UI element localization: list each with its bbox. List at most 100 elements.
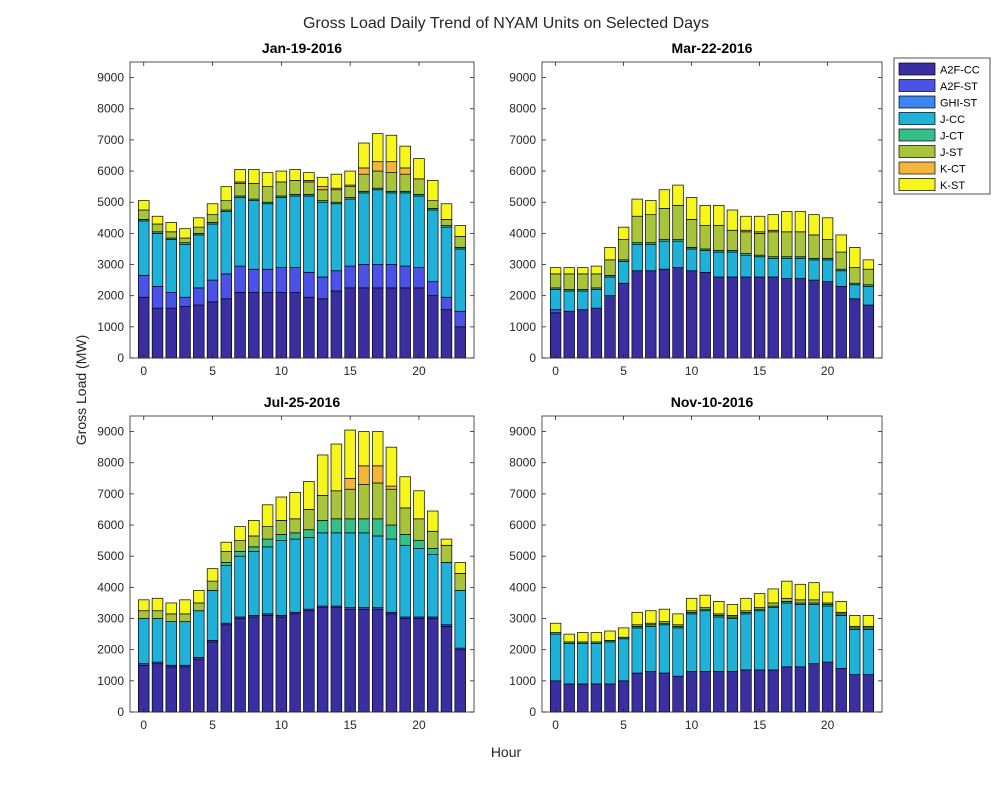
bar-segment-j-cc-hour-10: [685, 248, 698, 272]
bar-segment-k-st-hour-14: [740, 215, 752, 231]
x-tick-label: 15: [753, 364, 767, 378]
bar-segment-j-cc-hour-2: [577, 643, 589, 685]
y-tick-label: 6000: [509, 164, 536, 178]
bar-segment-k-st-hour-3: [590, 265, 603, 275]
y-tick-label: 2000: [509, 289, 536, 303]
bar-segment-j-st-hour-7: [234, 183, 246, 197]
bar-segment-k-st-hour-8: [248, 520, 260, 537]
bar-segment-a2f-st-hour-9: [261, 268, 274, 293]
bar-segment-j-st-hour-3: [179, 237, 191, 244]
bar-segment-k-st-hour-9: [672, 184, 684, 206]
bar-segment-a2f-cc-hour-18: [794, 666, 807, 713]
bar-segment-j-ct-hour-8: [248, 546, 260, 552]
bar-segment-j-cc-hour-20: [413, 195, 425, 268]
y-tick-label: 6000: [97, 164, 124, 178]
bar-segment-k-st-hour-20: [413, 490, 425, 520]
bar-segment-a2f-cc-hour-4: [604, 683, 616, 713]
bar-segment-a2f-cc-hour-20: [821, 281, 834, 359]
bar-segment-j-st-hour-6: [220, 551, 233, 563]
y-tick-label: 9000: [509, 71, 536, 85]
x-tick-label: 15: [753, 718, 767, 732]
bar-segment-j-cc-hour-1: [563, 643, 575, 685]
bar-segment-j-ct-hour-7: [234, 551, 246, 557]
subplot-title: Jan-19-2016: [262, 40, 342, 56]
bar-segment-k-st-hour-4: [193, 217, 205, 228]
bar-segment-a2f-cc-hour-19: [399, 287, 411, 359]
bar-segment-a2f-st-hour-1: [151, 285, 164, 309]
bar-segment-k-st-hour-4: [604, 247, 616, 261]
bar-segment-k-st-hour-12: [713, 204, 725, 226]
y-tick-label: 4000: [97, 580, 124, 594]
bar-segment-j-st-hour-13: [316, 189, 329, 202]
bar-segment-k-st-hour-7: [645, 200, 657, 216]
bar-segment-a2f-st-hour-19: [399, 265, 411, 289]
y-tick-label: 3000: [509, 612, 536, 626]
bar-segment-k-st-hour-8: [248, 169, 260, 184]
bar-segment-k-st-hour-21: [835, 601, 847, 613]
bar-segment-j-cc-hour-15: [344, 198, 356, 267]
bar-segment-j-cc-hour-9: [672, 627, 684, 677]
bar-segment-a2f-st-hour-6: [220, 273, 233, 300]
bar-segment-j-cc-hour-21: [427, 554, 439, 618]
bar-segment-k-st-hour-17: [371, 431, 384, 467]
bar-segment-a2f-cc-hour-8: [248, 616, 260, 713]
bar-segment-j-st-hour-18: [794, 231, 807, 258]
bar-segment-a2f-cc-hour-21: [427, 618, 439, 713]
bar-segment-k-st-hour-1: [151, 597, 164, 612]
bar-segment-k-st-hour-20: [821, 217, 834, 240]
bar-segment-a2f-cc-hour-9: [261, 615, 274, 713]
bar-segment-a2f-cc-hour-3: [179, 666, 191, 713]
bar-segment-j-st-hour-1: [151, 610, 164, 619]
bar-segment-j-st-hour-10: [275, 181, 288, 197]
legend-label-k-st: K-ST: [940, 180, 965, 192]
bar-segment-k-st-hour-17: [781, 580, 793, 599]
bar-segment-k-st-hour-16: [358, 431, 370, 467]
x-tick-label: 10: [685, 364, 699, 378]
bar-segment-j-st-hour-23: [862, 268, 875, 286]
bar-segment-k-st-hour-18: [794, 211, 807, 233]
bar-segment-j-cc-hour-5: [206, 590, 219, 641]
bar-segment-a2f-cc-hour-14: [330, 290, 343, 359]
axes-frame: [541, 415, 883, 713]
bar-segment-k-st-hour-18: [385, 446, 398, 487]
bar-segment-j-st-hour-5: [206, 214, 219, 223]
bar-segment-j-cc-hour-18: [794, 604, 807, 668]
bar-segment-a2f-cc-hour-0: [549, 312, 562, 359]
bar-segment-j-cc-hour-13: [726, 251, 739, 278]
bar-segment-j-cc-hour-2: [165, 621, 177, 666]
bar-segment-j-cc-hour-13: [316, 532, 329, 607]
bar-segment-j-st-hour-4: [193, 602, 205, 612]
bar-segment-j-st-hour-17: [781, 597, 793, 602]
bar-segment-j-st-hour-18: [385, 488, 398, 526]
bar-segment-j-st-hour-4: [193, 226, 205, 234]
bar-segment-a2f-cc-hour-2: [165, 307, 177, 359]
bar-segment-k-st-hour-12: [303, 172, 315, 181]
bar-segment-j-cc-hour-1: [151, 233, 164, 287]
bar-segment-k-st-hour-6: [220, 541, 233, 552]
bar-segment-a2f-st-hour-5: [206, 279, 219, 303]
x-tick-label: 20: [821, 718, 835, 732]
bar-segment-j-st-hour-12: [713, 225, 725, 251]
bar-segment-j-ct-hour-21: [427, 548, 439, 555]
bar-segment-k-ct-hour-16: [358, 167, 370, 175]
y-tick-label: 2000: [509, 643, 536, 657]
bar-segment-a2f-st-hour-3: [179, 296, 191, 307]
bar-segment-j-st-hour-11: [699, 225, 711, 250]
bar-segment-k-st-hour-2: [577, 267, 589, 275]
bar-segment-k-ct-hour-16: [358, 465, 370, 485]
bar-segment-j-cc-hour-23: [862, 629, 875, 675]
bar-segment-k-ct-hour-15: [344, 477, 356, 490]
y-tick-label: 0: [529, 351, 536, 365]
legend-swatch-j-st: [898, 145, 936, 158]
bar-segment-j-st-hour-0: [138, 209, 150, 220]
bar-segment-k-st-hour-13: [726, 209, 739, 231]
bar-segment-a2f-cc-hour-9: [672, 267, 684, 359]
bar-segment-j-ct-hour-12: [303, 529, 315, 538]
bar-segment-j-cc-hour-4: [604, 641, 616, 685]
bar-segment-a2f-cc-hour-3: [590, 307, 603, 359]
bar-segment-a2f-cc-hour-0: [138, 296, 150, 359]
bar-segment-j-cc-hour-14: [330, 203, 343, 272]
y-tick-label: 4000: [509, 226, 536, 240]
legend-label-j-st: J-ST: [940, 147, 964, 159]
